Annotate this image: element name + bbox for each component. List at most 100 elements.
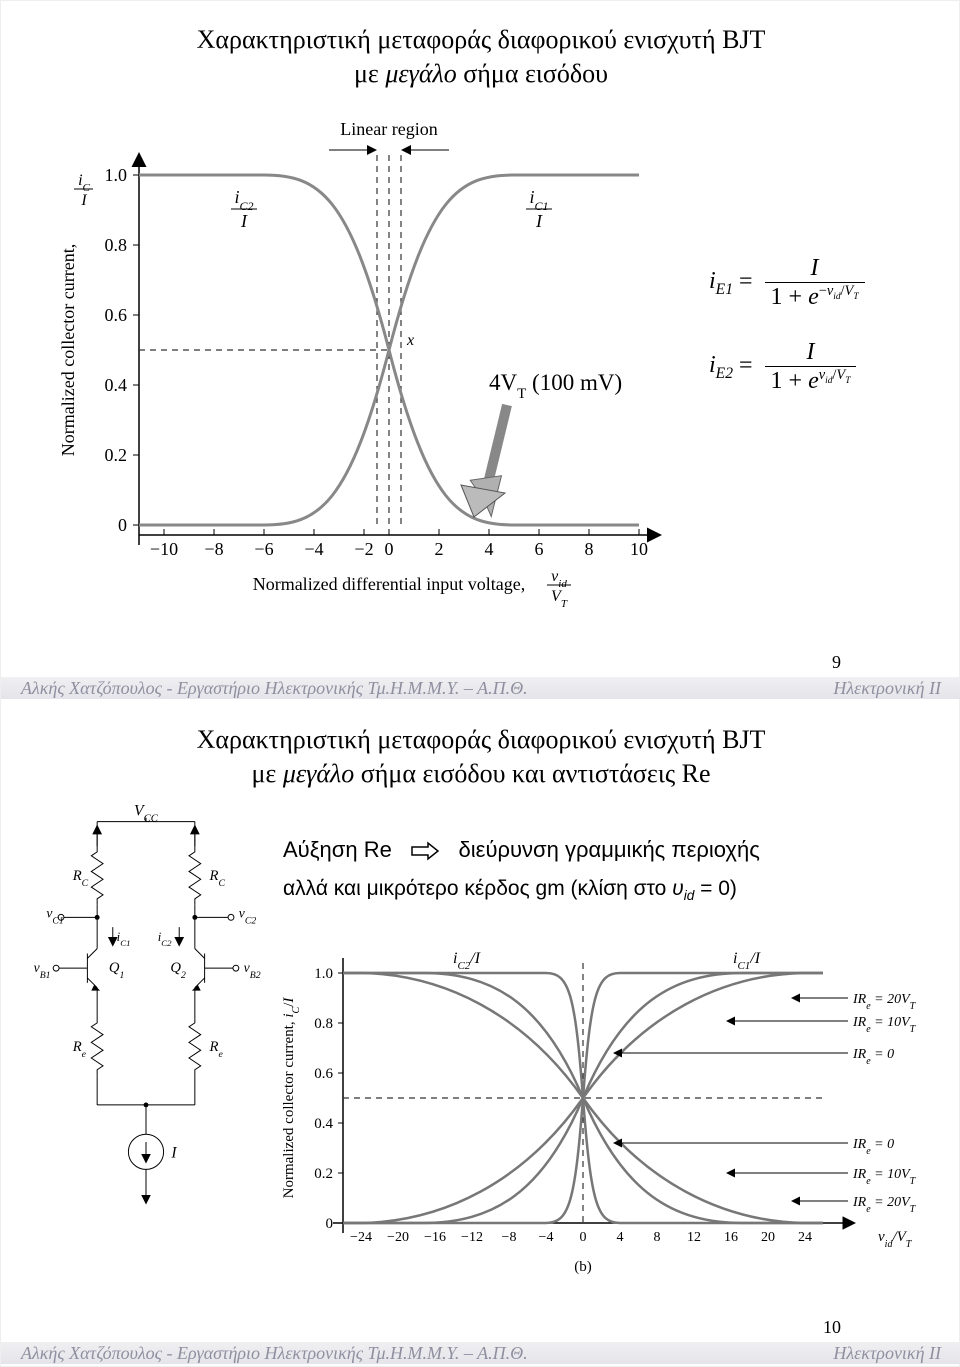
slide-2: Χαρακτηριστική μεταφοράς διαφορικού ενισ… (1, 701, 960, 1366)
slide-1: Χαρακτηριστική μεταφοράς διαφορικού ενισ… (1, 1, 960, 701)
svg-text:24: 24 (798, 1230, 812, 1245)
svg-text:Normalized collector current,: Normalized collector current, iC/I (281, 997, 302, 1199)
svg-text:−24: −24 (350, 1230, 372, 1245)
svg-text:8: 8 (585, 539, 594, 559)
t: μεγάλο (283, 759, 354, 788)
svg-text:IRe = 10VT: IRe = 10VT (852, 1015, 917, 1035)
svg-text:−12: −12 (461, 1230, 483, 1245)
footer: Αλκής Χατζόπουλος - Εργαστήριο Ηλεκτρονι… (1, 677, 960, 699)
line2: αλλά και μικρότερο κέρδος gm (κλίση στο … (283, 877, 943, 903)
svg-text:16: 16 (724, 1230, 738, 1245)
svg-text:0.2: 0.2 (105, 445, 128, 465)
svg-text:IRe = 20VT: IRe = 20VT (852, 1195, 917, 1215)
xlabel: Normalized differential input voltage, (253, 574, 526, 594)
svg-text:Q2: Q2 (170, 960, 186, 981)
svg-text:8: 8 (654, 1230, 661, 1245)
ylabel: Normalized collector current, (58, 244, 78, 456)
svg-text:vC1: vC1 (46, 905, 63, 926)
t: σήμα εισόδου και αντιστάσεις Re (354, 759, 710, 788)
page-number: 10 (823, 1317, 841, 1338)
svg-text:IRe = 20VT: IRe = 20VT (852, 992, 917, 1012)
svg-text:12: 12 (687, 1230, 701, 1245)
svg-text:vB2: vB2 (244, 960, 261, 981)
svg-text:0: 0 (385, 539, 394, 559)
svg-text:iC2: iC2 (158, 930, 172, 948)
svg-text:0.2: 0.2 (314, 1166, 333, 1182)
circuit-diagram: VCC RC RC vC1 vC2 iC1 iC (19, 797, 273, 1237)
t: με (354, 59, 385, 88)
line1: Αύξηση Re διεύρυνση γραμμικής περιοχής (283, 837, 943, 863)
svg-text:vC2: vC2 (239, 905, 257, 926)
svg-text:IRe = 0: IRe = 0 (852, 1137, 894, 1157)
t: αλλά και μικρότερο κέρδος gm (κλίση στο (283, 877, 672, 900)
n: I (811, 255, 819, 281)
svg-text:0.4: 0.4 (314, 1116, 333, 1132)
svg-text:−2: −2 (354, 539, 373, 559)
svg-text:VT: VT (551, 588, 568, 610)
svg-text:vid: vid (551, 568, 567, 590)
svg-text:−8: −8 (204, 539, 223, 559)
page-number: 9 (832, 652, 841, 673)
svg-text:0.8: 0.8 (314, 1016, 333, 1032)
linear-region-label: Linear region (340, 119, 437, 139)
svg-text:iC1/I: iC1/I (733, 950, 761, 972)
svg-text:4: 4 (485, 539, 494, 559)
svg-text:IRe = 0: IRe = 0 (852, 1047, 894, 1067)
n: I (806, 339, 814, 365)
svg-text:iC: iC (78, 172, 90, 194)
svg-text:(b): (b) (574, 1259, 592, 1275)
svg-text:4VT (100 mV): 4VT (100 mV) (489, 370, 622, 402)
t: με (251, 759, 282, 788)
svg-text:I: I (80, 192, 87, 209)
svg-text:0: 0 (326, 1216, 334, 1232)
svg-text:Normalized differential input: Normalized differential input voltage, (253, 574, 526, 594)
svg-text:0.8: 0.8 (105, 235, 128, 255)
svg-text:Re: Re (72, 1039, 87, 1060)
svg-text:I: I (535, 211, 543, 231)
svg-text:0.6: 0.6 (105, 305, 128, 325)
svg-text:vid/VT: vid/VT (878, 1229, 913, 1250)
svg-text:−6: −6 (254, 539, 273, 559)
svg-text:IRe = 10VT: IRe = 10VT (852, 1167, 917, 1187)
svg-text:10: 10 (630, 539, 648, 559)
svg-text:I: I (170, 1145, 177, 1162)
svg-text:vB1: vB1 (34, 960, 51, 981)
svg-text:RC: RC (72, 868, 89, 889)
svg-text:6: 6 (535, 539, 544, 559)
t: Αύξηση Re (283, 837, 392, 862)
t: διεύρυνση γραμμικής περιοχής (459, 837, 760, 862)
chart-2: 0 0.2 0.4 0.6 0.8 1.0 −24 −20 −16 −12 −8… (263, 923, 943, 1293)
equations: iE1 = I 1 + e−vid/VT iE2 = I 1 + evid/VT (709, 95, 939, 395)
svg-text:−10: −10 (150, 539, 178, 559)
t: μεγάλο (385, 59, 456, 88)
svg-text:−20: −20 (387, 1230, 409, 1245)
svg-text:−8: −8 (502, 1230, 517, 1245)
svg-text:20: 20 (761, 1230, 775, 1245)
svg-text:iC1: iC1 (117, 930, 131, 948)
t: = 0) (694, 877, 737, 900)
svg-text:1.0: 1.0 (105, 165, 128, 185)
footer-left: Αλκής Χατζόπουλος - Εργαστήριο Ηλεκτρονι… (21, 1343, 528, 1364)
svg-text:−16: −16 (424, 1230, 446, 1245)
svg-text:0.4: 0.4 (105, 375, 128, 395)
slide2-title-l2: με μεγάλο σήμα εισόδου και αντιστάσεις R… (19, 759, 943, 789)
svg-text:−4: −4 (539, 1230, 554, 1245)
svg-text:iC2/I: iC2/I (453, 950, 481, 972)
arrow-icon (410, 841, 440, 861)
svg-text:0: 0 (118, 515, 127, 535)
svg-text:0: 0 (580, 1230, 587, 1245)
svg-text:−4: −4 (304, 539, 323, 559)
footer: Αλκής Χατζόπουλος - Εργαστήριο Ηλεκτρονι… (1, 1342, 960, 1364)
slide1-title-l1: Χαρακτηριστική μεταφοράς διαφορικού ενισ… (99, 25, 863, 55)
svg-text:x: x (406, 332, 414, 349)
chart-1: 0 0.2 0.4 0.6 0.8 1.0 −10 −8 −6 −4 −2 0 … (19, 95, 709, 625)
slide1-title-l2: με μεγάλο σήμα εισόδου (19, 59, 943, 89)
slide2-title-l1: Χαρακτηριστική μεταφοράς διαφορικού ενισ… (99, 725, 863, 755)
svg-text:4: 4 (617, 1230, 624, 1245)
t: σήμα εισόδου (457, 59, 608, 88)
svg-text:0.6: 0.6 (314, 1066, 333, 1082)
footer-right: Ηλεκτρονική ΙΙ (833, 1343, 941, 1364)
svg-text:RC: RC (209, 868, 226, 889)
svg-text:I: I (240, 211, 248, 231)
footer-right: Ηλεκτρονική ΙΙ (833, 678, 941, 699)
